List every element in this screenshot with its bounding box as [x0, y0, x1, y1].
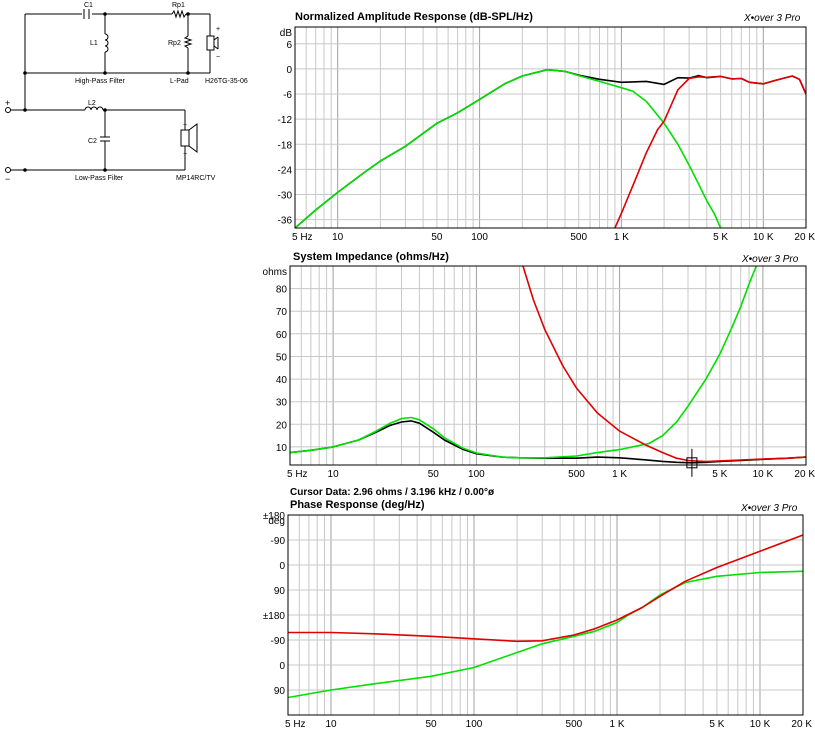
rp2-label: Rp2 [168, 40, 181, 47]
y-unit-label: dB [280, 28, 293, 39]
y-tick-label: 0 [279, 661, 285, 672]
series-tweeter [288, 534, 803, 643]
x-tick-label: 100 [471, 232, 488, 243]
input-minus-label: − [5, 174, 10, 184]
x-tick-label: 1 K [609, 719, 624, 730]
y-tick-label: 80 [276, 285, 288, 296]
high-pass-label: High-Pass Filter [75, 78, 125, 85]
phase-brand: X•over 3 Pro [741, 503, 798, 514]
x-tick-label: 1 K [614, 232, 629, 243]
x-tick-label: 5 Hz [285, 719, 306, 730]
c2-label: C2 [88, 138, 97, 145]
lpad-label: L-Pad [170, 78, 189, 85]
x-tick-label: 20 K [791, 719, 812, 730]
y-tick-label: ±180 [263, 511, 286, 522]
l1-label: L1 [90, 40, 98, 47]
y-tick-label: -6 [283, 90, 292, 101]
y-tick-label: 30 [276, 398, 288, 409]
y-tick-label: 70 [276, 307, 288, 318]
y-tick-label: 40 [276, 375, 288, 386]
y-tick-label: 6 [286, 40, 292, 51]
grid [289, 266, 807, 465]
y-tick-label: 50 [276, 353, 288, 364]
x-tick-label: 500 [566, 719, 583, 730]
tweeter-minus-label: − [216, 54, 220, 61]
x-tick-label: 20 K [794, 232, 815, 243]
grid [287, 514, 804, 715]
y-tick-label: -90 [271, 636, 286, 647]
x-tick-label: 10 [325, 719, 337, 730]
x-tick-label: 10 K [753, 469, 774, 480]
x-tick-label: 10 [328, 469, 340, 480]
l2-label: L2 [88, 100, 96, 107]
y-tick-label: 60 [276, 330, 288, 341]
plot-frame [287, 514, 804, 716]
c1-label: C1 [84, 2, 93, 9]
y-tick-label: 90 [274, 586, 286, 597]
x-tick-label: 20 K [794, 469, 815, 480]
x-tick-label: 100 [468, 469, 485, 480]
x-tick-label: 500 [570, 232, 587, 243]
grid [294, 27, 807, 228]
woofer-label: MP14RC/TV [176, 175, 216, 182]
low-pass-label: Low-Pass Filter [75, 175, 124, 182]
y-tick-label: 90 [274, 686, 286, 697]
series-woofer [290, 266, 758, 459]
series-woofer [288, 570, 803, 699]
y-tick-label: -18 [278, 140, 293, 151]
x-tick-label: 50 [431, 232, 443, 243]
x-tick-label: 5 K [713, 232, 728, 243]
x-tick-label: 100 [466, 719, 483, 730]
y-tick-label: -30 [278, 191, 293, 202]
plot-frame [294, 26, 807, 229]
x-tick-label: 10 K [753, 232, 774, 243]
y-tick-label: -36 [278, 216, 293, 227]
x-tick-label: 10 [332, 232, 344, 243]
x-tick-label: 5 Hz [292, 232, 313, 243]
x-tick-label: 5 K [709, 719, 724, 730]
cursor-data: Cursor Data: 2.96 ohms / 3.196 kHz / 0.0… [290, 487, 495, 498]
crossover-schematic: C1 Rp1 L1 Rp2 L2 C2 High-Pass Filter L-P… [5, 2, 248, 184]
y-tick-label: 10 [276, 443, 288, 454]
rp1-label: Rp1 [172, 2, 185, 9]
y-tick-label: 0 [286, 65, 292, 76]
phase-title: Phase Response (deg/Hz) [290, 499, 425, 511]
x-tick-label: 50 [428, 469, 440, 480]
y-tick-label: 20 [276, 420, 288, 431]
woofer-minus-label: − [183, 151, 187, 158]
plot-frame [289, 265, 807, 466]
cursor-marker-box [686, 457, 698, 469]
series-tweeter [522, 266, 806, 463]
x-tick-label: 5 Hz [287, 469, 308, 480]
x-tick-label: 5 K [712, 469, 727, 480]
y-tick-label: -12 [278, 115, 293, 126]
y-tick-label: 0 [279, 561, 285, 572]
y-tick-label: -24 [278, 165, 293, 176]
amplitude-brand: X•over 3 Pro [744, 13, 801, 24]
input-plus-label: + [5, 98, 10, 108]
x-tick-label: 10 K [750, 719, 771, 730]
y-tick-label: ±180 [263, 611, 286, 622]
impedance-brand: X•over 3 Pro [742, 254, 799, 265]
x-tick-label: 500 [568, 469, 585, 480]
tweeter-label: H26TG-35-06 [205, 78, 248, 85]
y-unit-label: ohms [263, 267, 287, 278]
tweeter-plus-label: + [216, 26, 220, 33]
y-tick-label: -90 [271, 536, 286, 547]
x-tick-label: 1 K [612, 469, 627, 480]
series-tweeter [614, 75, 806, 228]
impedance-title: System Impedance (ohms/Hz) [293, 251, 449, 263]
series-woofer [295, 68, 722, 228]
y-unit-label: deg [268, 516, 285, 527]
x-tick-label: 50 [425, 719, 437, 730]
woofer-plus-label: + [183, 122, 187, 129]
amplitude-title: Normalized Amplitude Response (dB-SPL/Hz… [295, 11, 533, 23]
